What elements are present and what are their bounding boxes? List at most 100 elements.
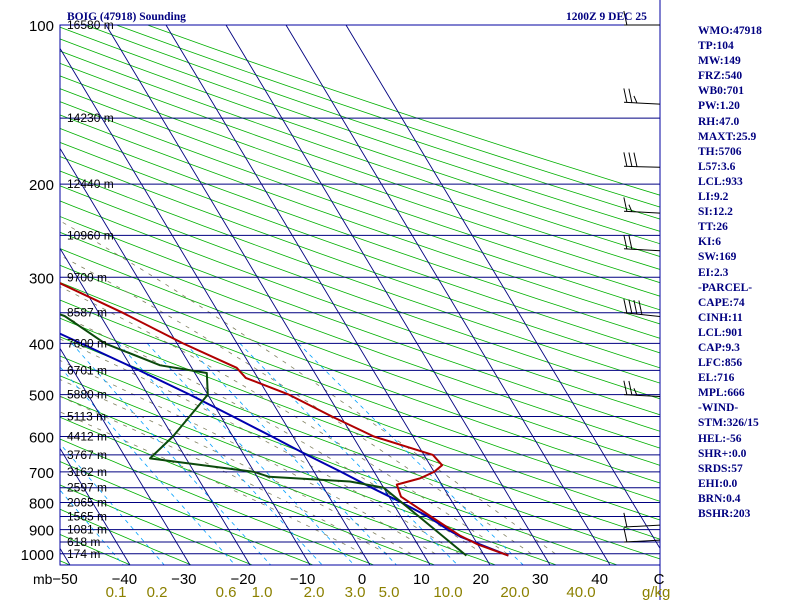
height-label: 3162 m <box>67 465 107 479</box>
wind-barb <box>623 197 660 214</box>
mixing-ratio-tick-label: 5.0 <box>379 584 400 600</box>
mixing-ratio-line <box>146 343 355 565</box>
wind-barb-feather <box>628 152 633 167</box>
dry-adiabat-line <box>60 395 496 565</box>
dry-adiabat-line <box>60 508 192 565</box>
dry-adiabat-line <box>60 438 374 565</box>
dry-adiabat-line <box>60 264 660 484</box>
mixing-ratio-tick-label: 0.6 <box>216 584 237 600</box>
dry-adiabat-line <box>60 62 660 270</box>
dry-adiabat-line <box>60 128 660 339</box>
sounding-index: -PARCEL- <box>698 281 753 294</box>
wind-barb-feather <box>628 299 633 314</box>
dry-adiabat-line <box>60 216 660 432</box>
wind-barb-staff <box>623 524 660 528</box>
sounding-index: BSHR:203 <box>698 508 751 520</box>
height-label: 14230 m <box>67 111 114 125</box>
wind-barb-feather <box>623 197 628 212</box>
temperature-tick-label: 0 <box>358 571 366 588</box>
height-label: 12440 m <box>67 177 114 191</box>
dry-adiabat-line <box>60 416 435 565</box>
dry-adiabat-line <box>60 141 660 354</box>
height-label: 5113 m <box>67 410 106 424</box>
wind-barb <box>623 527 660 543</box>
sounding-index: KI:6 <box>698 236 721 249</box>
wind-barb-feather <box>623 152 628 167</box>
sounding-title: BOIG (47918) Sounding <box>67 11 186 23</box>
dry-adiabat-line <box>60 461 314 565</box>
profiles <box>60 282 509 557</box>
pressure-tick-label: 800 <box>29 496 54 513</box>
dry-adiabat-line <box>60 533 131 565</box>
isotherm-line <box>285 25 611 565</box>
sounding-index: MAXT:25.9 <box>698 130 757 143</box>
height-label: 2597 m <box>67 481 107 495</box>
wind-barb-feather <box>638 300 643 315</box>
pressure-tick-label: 900 <box>29 523 54 540</box>
sounding-time: 1200Z 9 DEC 25 <box>566 11 647 23</box>
dry-adiabat-line <box>60 317 660 540</box>
isotherm-line <box>60 447 131 565</box>
dry-adiabat-line <box>60 38 660 245</box>
mixing-ratio-tick-label: 40.0 <box>566 584 595 600</box>
sounding-index: EL:716 <box>698 372 735 385</box>
sounding-index: RH:47.0 <box>698 115 740 128</box>
wind-barb-feather <box>628 380 633 396</box>
wind-barb-staff <box>623 165 661 168</box>
height-label: 5880 m <box>67 388 107 402</box>
height-label: 9700 m <box>67 270 107 284</box>
dry-adiabat-line <box>60 114 660 325</box>
moist-adiabat-line <box>60 255 532 555</box>
pressure-tick-label: 700 <box>29 465 54 482</box>
isotherm-line <box>60 247 251 565</box>
parcel-trace-line <box>60 332 509 557</box>
wind-barb-feather <box>633 152 638 167</box>
height-label: 8587 m <box>67 306 107 320</box>
sounding-index: TH:5706 <box>698 145 742 158</box>
height-label: 10960 m <box>67 228 114 242</box>
mixing-ratio-tick-label: 1.0 <box>252 584 273 600</box>
sounding-index: L57:3.6 <box>698 160 736 173</box>
isotherm-line <box>105 25 431 565</box>
mixing-ratio-tick-label: 20.0 <box>500 584 529 600</box>
wind-barb-feather <box>623 234 628 250</box>
sounding-index: FRZ:540 <box>698 70 743 83</box>
wind-barb-feather <box>633 299 638 315</box>
dewpoint-line <box>60 313 468 557</box>
wind-barb-feather <box>633 388 638 396</box>
sounding-index: CAP:9.3 <box>698 341 740 354</box>
height-label: 16580 m <box>67 18 114 32</box>
height-label: 1081 m <box>67 523 107 537</box>
dry-adiabat-line <box>60 170 660 384</box>
wind-barb <box>623 152 661 168</box>
dry-adiabat-line <box>60 200 660 416</box>
height-label: 2065 m <box>67 496 107 510</box>
sounding-index: TP:104 <box>698 40 734 53</box>
dry-adiabat-line <box>0 25 9 565</box>
mixing-ratio-tick-label: 10.0 <box>433 584 462 600</box>
temperature-tick-label: −10 <box>290 571 315 588</box>
dry-adiabat-line <box>60 50 660 257</box>
sounding-index: LI:9.2 <box>698 191 729 204</box>
sounding-index: EI:2.3 <box>698 266 729 279</box>
mixing-ratio-tick-label: 3.0 <box>345 584 366 600</box>
temperature-tick-label: −40 <box>112 571 137 588</box>
sounding-index: MW:149 <box>698 55 741 68</box>
wind-barb-feather <box>623 512 628 527</box>
dry-adiabat-line <box>60 299 660 521</box>
wind-barb <box>623 234 660 252</box>
temperature-tick-label: −50 <box>52 571 77 588</box>
wind-barb <box>623 380 660 397</box>
dry-adiabat-line <box>60 560 70 565</box>
wind-barb-feather <box>628 204 633 212</box>
sounding-index: CINH:11 <box>698 311 743 324</box>
wind-barb-staff <box>623 539 660 543</box>
wind-barb-feather <box>633 95 638 104</box>
pressure-tick-label: 100 <box>29 18 54 35</box>
height-label: 174 m <box>67 547 100 561</box>
moist-adiabat-line <box>60 411 364 555</box>
mixing-ratio-line <box>118 343 323 565</box>
pressure-tick-label: 300 <box>29 270 54 287</box>
sounding-index: MPL:666 <box>698 387 745 400</box>
dry-adiabat-line <box>60 231 660 449</box>
